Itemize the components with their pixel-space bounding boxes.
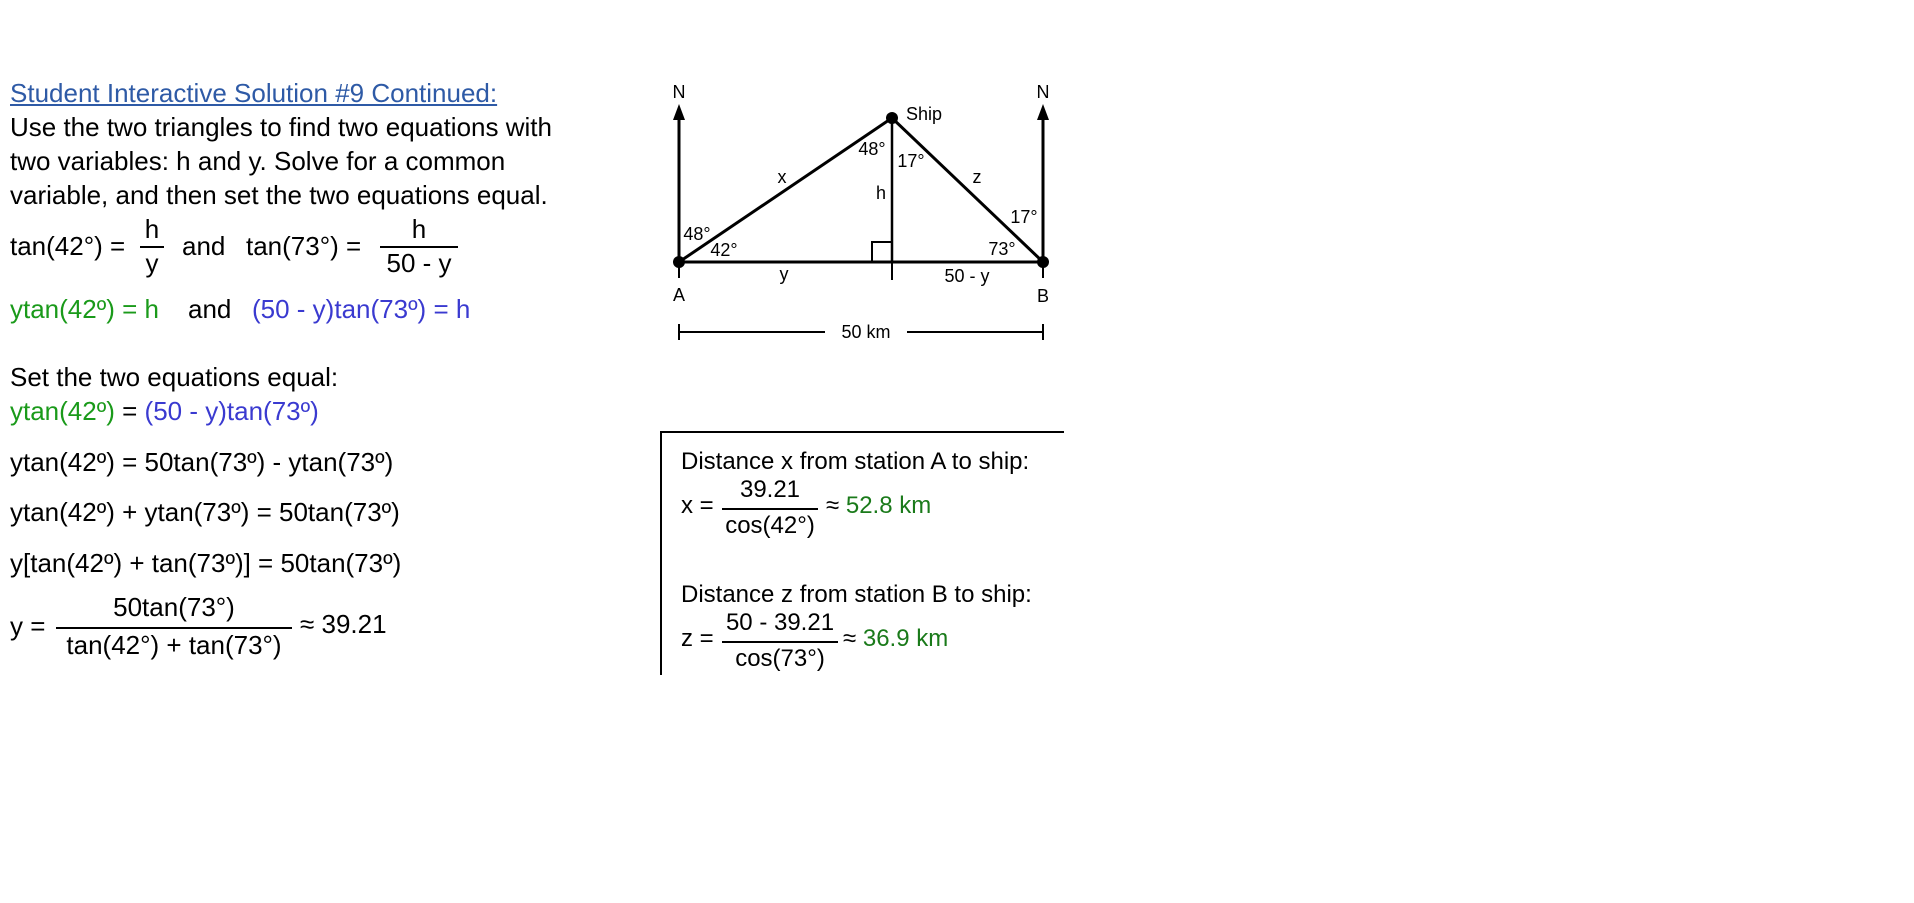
distance-label: 50 km bbox=[841, 322, 890, 342]
eq3-green: ytan(42º) bbox=[10, 396, 115, 426]
step-1: ytan(42º) = 50tan(73º) - ytan(73º) bbox=[10, 447, 394, 477]
eq3: ytan(42º) = (50 - y)tan(73º) bbox=[10, 396, 319, 426]
ship-point bbox=[886, 112, 898, 124]
label-z: z bbox=[973, 167, 982, 187]
eq2-and: and bbox=[188, 294, 232, 324]
angle-48-top: 48° bbox=[858, 139, 885, 159]
final-lhs: y = bbox=[10, 611, 46, 641]
x-den: cos(42°) bbox=[725, 512, 815, 539]
x-distance-label: Distance x from station A to ship: bbox=[681, 448, 1030, 475]
north-label-right: N bbox=[1037, 82, 1050, 102]
ship-label: Ship bbox=[906, 104, 942, 124]
step-3: y[tan(42º) + tan(73º)] = 50tan(73º) bbox=[10, 548, 402, 578]
z-den: cos(73°) bbox=[735, 645, 825, 672]
eq1-lhs1: tan(42°) = bbox=[10, 231, 126, 261]
label-y-rest: 50 - y bbox=[944, 266, 989, 286]
page-title: Student Interactive Solution #9 Continue… bbox=[10, 78, 498, 108]
eq1-frac1-den: y bbox=[145, 248, 159, 278]
label-a: A bbox=[673, 285, 685, 305]
eq2-blue: (50 - y)tan(73º) = h bbox=[252, 294, 471, 324]
final-fraction: 50tan(73°) tan(42°) + tan(73°) bbox=[56, 592, 292, 664]
angle-17-right: 17° bbox=[1010, 207, 1037, 227]
x-approx: ≈ bbox=[826, 492, 840, 519]
label-b: B bbox=[1037, 286, 1049, 306]
label-x: x bbox=[778, 167, 787, 187]
z-value: 36.9 km bbox=[862, 625, 949, 652]
z-distance-label: Distance z from station B to ship: bbox=[681, 581, 1032, 608]
instruction-line-3: variable, and then set the two equations… bbox=[10, 180, 548, 210]
final-result: ≈ 39.21 bbox=[300, 609, 387, 639]
angle-48-left: 48° bbox=[683, 224, 710, 244]
point-b bbox=[1037, 256, 1049, 268]
x-fraction: 39.21 cos(42°) bbox=[722, 476, 818, 542]
z-approx: ≈ bbox=[843, 625, 857, 652]
north-arrowhead-right bbox=[1037, 104, 1049, 120]
eq1-and: and bbox=[182, 231, 226, 261]
side-z bbox=[890, 116, 1045, 264]
eq1-fraction-1: h y bbox=[140, 214, 164, 278]
results-box-top-border bbox=[660, 431, 1064, 433]
north-label-left: N bbox=[673, 82, 686, 102]
x-lhs: x = bbox=[681, 492, 714, 519]
x-result: ≈ 52.8 km bbox=[826, 491, 931, 521]
eq1-frac2-den: 50 - y bbox=[386, 248, 452, 278]
label-y: y bbox=[780, 264, 789, 284]
eq3-blue: (50 - y)tan(73º) bbox=[144, 396, 319, 426]
set-equal-label: Set the two equations equal: bbox=[10, 362, 339, 392]
results-box-left-border bbox=[660, 431, 662, 675]
north-arrowhead-left bbox=[673, 104, 685, 120]
step-2: ytan(42º) + ytan(73º) = 50tan(73º) bbox=[10, 497, 400, 527]
final-num: 50tan(73°) bbox=[113, 592, 235, 622]
eq1-frac2-num: h bbox=[411, 214, 427, 244]
z-result: ≈ 36.9 km bbox=[843, 624, 948, 654]
eq2-green: ytan(42º) = h bbox=[10, 294, 159, 324]
instruction-line-2: two variables: h and y. Solve for a comm… bbox=[10, 146, 506, 176]
right-angle-marker bbox=[871, 241, 892, 262]
angle-42: 42° bbox=[710, 240, 737, 260]
eq3-equals: = bbox=[122, 396, 138, 426]
eq1-lhs2: tan(73°) = bbox=[246, 231, 362, 261]
final-den: tan(42°) + tan(73°) bbox=[66, 630, 282, 660]
z-fraction: 50 - 39.21 cos(73°) bbox=[722, 609, 838, 675]
point-a bbox=[673, 256, 685, 268]
instruction-line-1: Use the two triangles to find two equati… bbox=[10, 112, 552, 142]
eq1-frac1-num: h bbox=[144, 214, 160, 244]
angle-17-top: 17° bbox=[897, 151, 924, 171]
triangle-diagram: N N Ship A B x z h y 50 - y 48° 17° 48° … bbox=[673, 82, 1050, 342]
x-value: 52.8 km bbox=[845, 492, 932, 519]
eq1-fraction-2: h 50 - y bbox=[380, 214, 458, 278]
angle-73: 73° bbox=[988, 239, 1015, 259]
side-x bbox=[678, 116, 893, 264]
x-num: 39.21 bbox=[739, 476, 801, 503]
z-num: 50 - 39.21 bbox=[725, 609, 835, 636]
z-lhs: z = bbox=[681, 625, 714, 652]
label-h: h bbox=[876, 183, 886, 203]
